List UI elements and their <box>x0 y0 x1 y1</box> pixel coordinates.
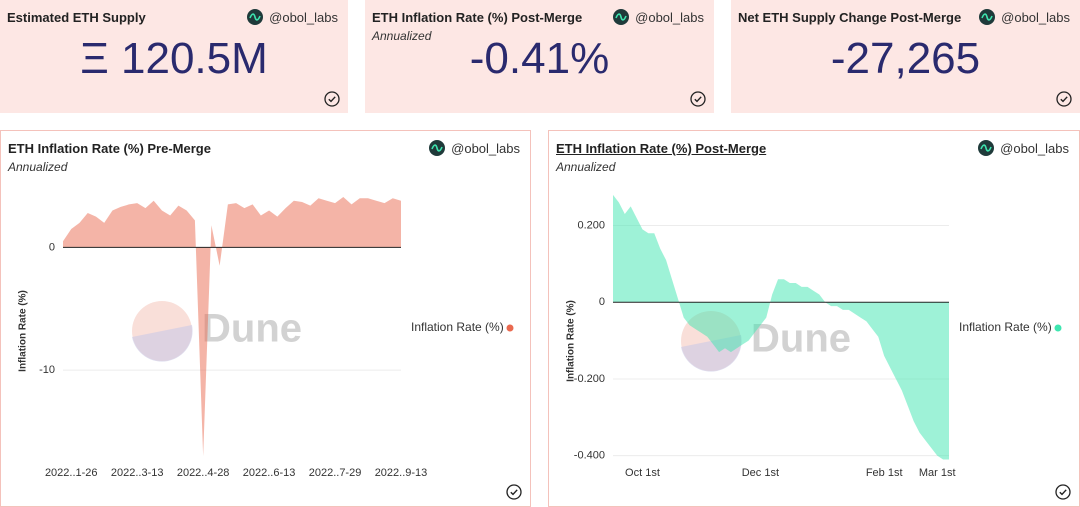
author-icon <box>978 140 994 156</box>
counter-title: Net ETH Supply Change Post-Merge <box>738 10 962 25</box>
author[interactable]: @obol_labs <box>979 9 1070 25</box>
counter-value: Ξ 120.5M <box>80 34 268 83</box>
legend-label: Inflation Rate (%) <box>959 320 1052 334</box>
y-tick-label: 0 <box>599 296 605 308</box>
author-name: @obol_labs <box>1000 140 1069 156</box>
check-icon[interactable] <box>506 484 522 500</box>
y-tick-label: -10 <box>39 364 55 376</box>
chart-subtitle: Annualized <box>556 160 616 174</box>
legend-label: Inflation Rate (%) <box>411 320 504 334</box>
y-tick-label: 0.200 <box>577 219 605 231</box>
x-tick-label: 2022..1-26 <box>45 467 98 479</box>
x-tick-label: 2022..6-13 <box>243 467 296 479</box>
counter-card: Net ETH Supply Change Post-Merge @obol_l… <box>731 0 1080 113</box>
watermark: Dune <box>751 317 851 361</box>
author-icon <box>429 140 445 156</box>
x-tick-label: Dec 1st <box>742 467 779 479</box>
y-axis-label: Inflation Rate (%) <box>566 300 577 382</box>
author[interactable]: @obol_labs <box>247 9 338 25</box>
author-name: @obol_labs <box>1001 9 1070 25</box>
y-tick-label: 0 <box>49 241 55 253</box>
watermark: Dune <box>202 307 302 351</box>
author-name: @obol_labs <box>451 140 520 156</box>
author-name: @obol_labs <box>635 9 704 25</box>
counter-card: ETH Inflation Rate (%) Post-Merge Annual… <box>365 0 714 113</box>
counter-value: -27,265 <box>830 34 981 83</box>
author-name: @obol_labs <box>269 9 338 25</box>
x-tick-label: 2022..9-13 <box>375 467 428 479</box>
chart-subtitle: Annualized <box>8 160 68 174</box>
counter-subtitle: Annualized <box>372 29 432 43</box>
chart-panel: Dune -10 0 2022..1-26 2022..3-13 2022..4-28 20… <box>0 130 531 507</box>
x-tick-label: 2022..7-29 <box>309 467 362 479</box>
check-icon[interactable] <box>324 91 340 107</box>
author[interactable]: @obol_labs <box>429 140 520 156</box>
author[interactable]: @obol_labs <box>613 9 704 25</box>
counter-title: ETH Inflation Rate (%) Post-Merge <box>372 10 583 25</box>
legend-marker <box>1054 324 1062 332</box>
y-tick-label: -0.400 <box>574 450 605 462</box>
y-tick-label: -0.200 <box>574 373 605 385</box>
author-icon <box>979 9 995 25</box>
check-icon[interactable] <box>1055 484 1071 500</box>
author-icon <box>613 9 629 25</box>
chart-panel: Dune 0.200 0 -0.200 -0.400 Oct 1st Dec 1st Feb … <box>548 130 1080 507</box>
counter-title: Estimated ETH Supply <box>7 10 146 25</box>
area <box>63 197 401 456</box>
x-tick-label: Oct 1st <box>625 467 660 479</box>
chart: Dune -10 0 2022..1-26 2022..3-13 2022..4-28 20… <box>18 197 514 479</box>
chart: Dune 0.200 0 -0.200 -0.400 Oct 1st Dec 1st Feb … <box>566 194 1062 479</box>
check-icon[interactable] <box>690 91 706 107</box>
counter-value: -0.41% <box>469 34 610 83</box>
chart-title[interactable]: ETH Inflation Rate (%) Post-Merge <box>556 141 767 156</box>
y-axis-label: Inflation Rate (%) <box>18 290 29 372</box>
check-icon[interactable] <box>1056 91 1072 107</box>
x-tick-label: 2022..3-13 <box>111 467 164 479</box>
counter-card: Estimated ETH Supply @obol_labs Ξ 120.5M <box>0 0 348 113</box>
area <box>613 194 949 460</box>
author[interactable]: @obol_labs <box>978 140 1069 156</box>
x-tick-label: Feb 1st <box>866 467 903 479</box>
author-icon <box>247 9 263 25</box>
chart-title: ETH Inflation Rate (%) Pre-Merge <box>8 141 211 156</box>
legend-marker <box>506 324 514 332</box>
watermark-logo <box>132 325 193 362</box>
x-tick-label: Mar 1st <box>919 467 956 479</box>
x-tick-label: 2022..4-28 <box>177 467 230 479</box>
